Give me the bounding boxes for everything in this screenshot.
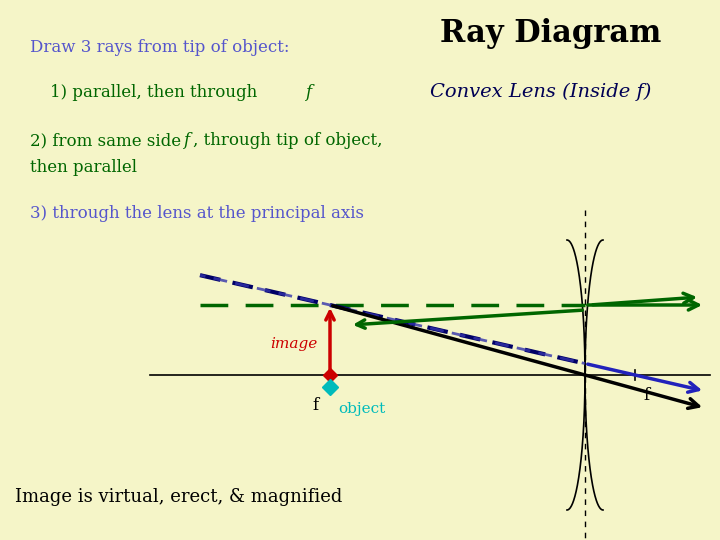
Text: then parallel: then parallel <box>30 159 137 176</box>
Text: object: object <box>338 402 385 416</box>
Text: Convex Lens (Inside f): Convex Lens (Inside f) <box>430 83 652 101</box>
Text: , through tip of object,: , through tip of object, <box>193 132 382 149</box>
Text: Draw 3 rays from tip of object:: Draw 3 rays from tip of object: <box>30 39 289 56</box>
Text: 1) parallel, then through: 1) parallel, then through <box>50 84 263 101</box>
Text: f: f <box>183 132 189 149</box>
Text: Ray Diagram: Ray Diagram <box>440 18 662 49</box>
Text: f: f <box>643 387 649 404</box>
Text: f: f <box>305 84 311 101</box>
Text: 2) from same side: 2) from same side <box>30 132 186 149</box>
Text: image: image <box>270 337 318 351</box>
Text: f: f <box>312 397 318 414</box>
Text: Image is virtual, erect, & magnified: Image is virtual, erect, & magnified <box>15 488 343 506</box>
Text: 3) through the lens at the principal axis: 3) through the lens at the principal axi… <box>30 205 364 222</box>
